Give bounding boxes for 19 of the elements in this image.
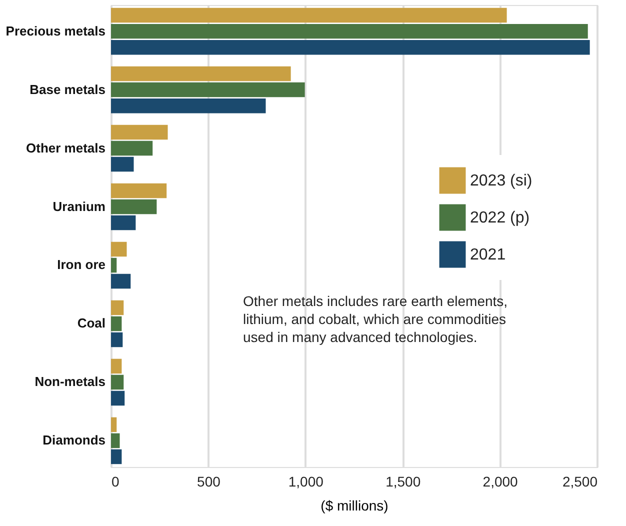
y-tick-label: Iron ore bbox=[57, 257, 106, 272]
annotation: Other metals includes rare earth elements, lithium, and cobalt, which are commodities used in many advanced technologies. bbox=[243, 293, 508, 345]
x-tick-label: 0 bbox=[112, 474, 120, 490]
y-tick-label: Non-metals bbox=[34, 374, 106, 390]
legend-label: 2023 (si) bbox=[470, 172, 532, 190]
y-tick-label: Other metals bbox=[26, 140, 106, 156]
x-tick-label: 500 bbox=[197, 474, 221, 490]
y-tick-label: Diamonds bbox=[42, 432, 106, 448]
legend-label: 2021 bbox=[470, 246, 506, 264]
y-tick-label: Uranium bbox=[52, 198, 106, 214]
x-tick-label: 2,500 bbox=[562, 474, 598, 490]
legend-label: 2022 (p) bbox=[470, 210, 530, 226]
x-tick-label: 2,000 bbox=[482, 474, 518, 490]
x-tick-label: 1,000 bbox=[288, 474, 324, 490]
x-axis-title: ($ millions) bbox=[320, 498, 388, 514]
y-tick-label: Coal bbox=[77, 316, 106, 331]
y-tick-label: Base metals bbox=[30, 82, 106, 97]
y-tick-label: Precious metals bbox=[6, 23, 106, 38]
x-tick-label: 1,500 bbox=[386, 474, 421, 490]
